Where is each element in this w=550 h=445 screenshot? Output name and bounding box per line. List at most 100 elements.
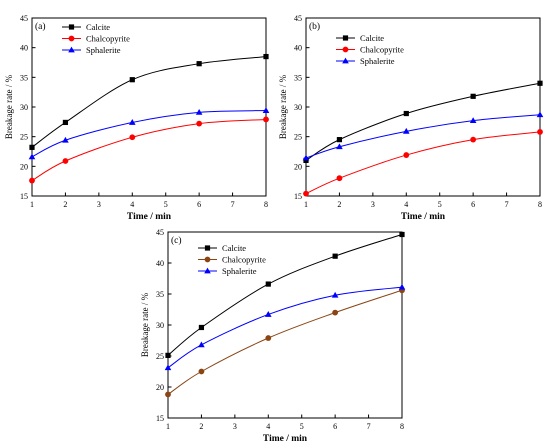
panel-label: (a): [35, 21, 46, 32]
legend-label: Sphalerite: [222, 266, 257, 276]
y-axis-title: Breakage rate / %: [140, 292, 150, 357]
x-tick-label: 8: [264, 200, 268, 209]
data-point-calcite: [403, 110, 409, 117]
data-point-calcite: [29, 144, 35, 150]
data-point-calcite: [332, 253, 338, 259]
x-tick-label: 2: [337, 200, 341, 209]
x-tick-label: 6: [333, 422, 337, 431]
data-point-chalcopyrite: [332, 309, 339, 316]
data-point-chalcopyrite: [198, 368, 205, 375]
data-point-calcite: [196, 61, 202, 67]
x-tick-label: 2: [63, 200, 67, 209]
panel-label: (c): [171, 235, 182, 246]
x-tick-label: 1: [30, 200, 34, 209]
data-point-chalcopyrite: [165, 391, 171, 398]
y-tick-label: 30: [20, 103, 28, 112]
x-tick-label: 5: [438, 200, 442, 209]
legend-swatch-marker: [342, 57, 349, 64]
data-point-sphalerite: [198, 341, 205, 348]
y-tick-label: 45: [294, 14, 302, 23]
data-point-sphalerite: [164, 364, 172, 371]
series-line-sphalerite: [31, 110, 267, 158]
plot-frame: [31, 17, 267, 197]
y-tick-label: 45: [20, 14, 28, 23]
data-point-chalcopyrite: [537, 129, 543, 135]
series-line-calcite: [31, 56, 267, 148]
x-axis-title: Time / min: [401, 212, 446, 222]
data-point-calcite: [129, 77, 135, 83]
data-point-sphalerite: [128, 119, 136, 125]
legend-swatch-marker: [68, 35, 75, 42]
data-point-calcite: [265, 281, 271, 287]
data-point-chalcopyrite: [336, 175, 343, 182]
data-point-chalcopyrite: [470, 136, 477, 143]
data-point-chalcopyrite: [403, 152, 410, 158]
y-tick-label: 40: [20, 44, 28, 53]
data-point-sphalerite: [302, 154, 310, 161]
y-tick-label: 20: [20, 162, 28, 171]
x-tick-label: 6: [197, 200, 201, 209]
legend-swatch-marker: [68, 24, 75, 30]
data-point-calcite: [537, 80, 543, 86]
legend-swatch-marker: [204, 267, 211, 274]
x-tick-label: 3: [371, 200, 375, 209]
data-point-sphalerite: [262, 107, 270, 113]
y-axis-title: Breakage rate / %: [4, 74, 14, 139]
x-tick-label: 6: [471, 200, 475, 209]
series-line-sphalerite: [305, 114, 541, 159]
y-tick-label: 40: [156, 259, 164, 268]
data-point-sphalerite: [536, 111, 544, 118]
x-axis-title: Time / min: [263, 434, 308, 444]
data-point-sphalerite: [469, 117, 477, 124]
y-axis-title: Breakage rate / %: [278, 74, 288, 139]
y-tick-label: 35: [156, 290, 164, 299]
y-tick-label: 30: [294, 103, 302, 112]
x-tick-label: 4: [130, 200, 134, 209]
y-tick-label: 15: [20, 192, 28, 201]
x-tick-label: 5: [300, 422, 304, 431]
x-tick-label: 7: [231, 200, 235, 209]
y-tick-label: 25: [20, 133, 28, 142]
legend-label: Chalcopyrite: [86, 34, 130, 44]
y-tick-label: 35: [20, 73, 28, 82]
x-tick-label: 8: [400, 422, 404, 431]
y-tick-label: 20: [294, 162, 302, 171]
legend-swatch-marker: [68, 46, 75, 53]
data-point-calcite: [165, 352, 171, 358]
x-tick-label: 3: [97, 200, 101, 209]
panel-label: (b): [309, 21, 320, 32]
x-tick-label: 7: [367, 422, 371, 431]
plot-frame: [305, 17, 541, 197]
x-tick-label: 4: [404, 200, 408, 209]
y-tick-label: 15: [294, 192, 302, 201]
y-tick-label: 30: [156, 321, 164, 330]
data-point-chalcopyrite: [303, 190, 309, 197]
y-tick-label: 35: [294, 73, 302, 82]
y-tick-label: 15: [156, 414, 164, 423]
data-point-sphalerite: [62, 136, 69, 143]
data-point-calcite: [263, 53, 269, 60]
legend-swatch-marker: [204, 245, 211, 251]
data-point-calcite: [198, 324, 205, 331]
data-point-chalcopyrite: [196, 120, 203, 127]
y-tick-label: 40: [294, 44, 302, 53]
y-tick-label: 20: [156, 383, 164, 392]
x-tick-label: 8: [538, 200, 542, 209]
data-point-sphalerite: [264, 311, 272, 317]
y-tick-label: 25: [156, 352, 164, 361]
legend-label: Calcite: [222, 243, 246, 253]
series-line-chalcopyrite: [31, 118, 267, 182]
data-point-calcite: [336, 137, 343, 143]
data-point-sphalerite: [28, 153, 36, 160]
legend-label: Calcite: [360, 33, 384, 43]
x-tick-label: 1: [166, 422, 170, 431]
data-point-chalcopyrite: [129, 134, 136, 141]
data-point-sphalerite: [195, 108, 203, 115]
data-point-chalcopyrite: [62, 158, 69, 164]
series-line-chalcopyrite: [167, 289, 403, 395]
x-tick-label: 2: [199, 422, 203, 431]
x-tick-label: 1: [304, 200, 308, 209]
